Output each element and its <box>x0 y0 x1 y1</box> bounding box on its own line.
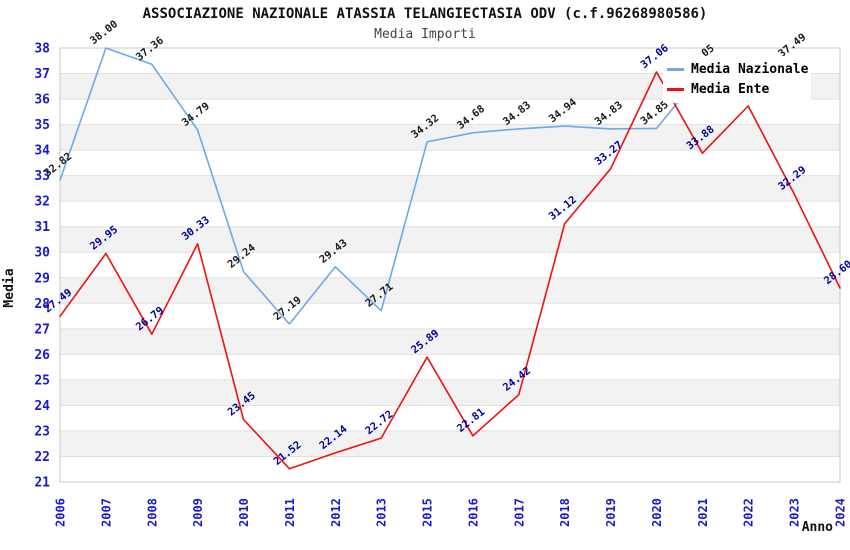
x-tick-label: 2010 <box>237 498 251 527</box>
y-tick-label: 33 <box>34 169 50 184</box>
legend-label: Media Nazionale <box>691 61 809 77</box>
grid-band <box>60 175 840 202</box>
legend-line-swatch-red <box>667 88 684 92</box>
x-tick-label: 2015 <box>421 498 435 527</box>
y-tick-label: 32 <box>34 195 50 210</box>
legend-item-media-nazionale: Media Nazionale <box>663 62 811 77</box>
y-tick-label: 30 <box>34 246 50 261</box>
grid-band <box>60 430 840 457</box>
y-tick-label: 27 <box>34 322 50 337</box>
point-label: 34.83 <box>593 99 625 128</box>
x-tick-label: 2017 <box>512 498 526 527</box>
y-tick-label: 31 <box>34 220 50 235</box>
y-tick-label: 26 <box>34 348 50 363</box>
grid-band <box>60 328 840 355</box>
x-tick-label: 2024 <box>834 498 848 527</box>
x-tick-label: 2022 <box>742 498 756 527</box>
legend: Media Nazionale Media Ente <box>663 56 811 103</box>
y-tick-label: 25 <box>34 373 50 388</box>
y-tick-label: 35 <box>34 118 50 133</box>
point-label: 34.83 <box>501 99 533 128</box>
chart-title: ASSOCIAZIONE NAZIONALE ATASSIA TELANGIEC… <box>142 6 708 22</box>
y-tick-label: 21 <box>34 476 50 491</box>
x-tick-label: 2020 <box>650 498 664 527</box>
point-label: 34.94 <box>547 96 579 125</box>
x-tick-label: 2021 <box>696 498 710 527</box>
y-tick-label: 37 <box>34 67 50 82</box>
grid-band <box>60 379 840 406</box>
plot-border <box>59 47 841 483</box>
legend-label: Media Ente <box>691 82 770 98</box>
y-tick-label: 23 <box>34 424 50 439</box>
y-tick-label: 38 <box>34 42 50 57</box>
y-tick-label: 29 <box>34 271 50 286</box>
chart-subtitle: Media Importi <box>374 27 476 42</box>
x-tick-label: 2008 <box>145 498 159 527</box>
y-tick-label: 36 <box>34 93 50 108</box>
x-tick-label: 2007 <box>99 498 113 527</box>
y-tick-label: 22 <box>34 450 50 465</box>
x-tick-label: 2009 <box>191 498 205 527</box>
x-tick-label: 2019 <box>604 498 618 527</box>
x-tick-label: 2018 <box>558 498 572 527</box>
series-line-media-nazionale <box>59 47 795 325</box>
x-tick-label: 2011 <box>283 498 297 527</box>
x-tick-label: 2012 <box>329 498 343 527</box>
legend-item-media-ente: Media Ente <box>663 82 811 97</box>
x-tick-label: 2006 <box>54 498 68 527</box>
y-tick-label: 24 <box>34 399 50 414</box>
x-axis-title: Anno <box>802 520 833 535</box>
grid-band <box>60 226 840 253</box>
y-axis-title: Media <box>2 268 17 307</box>
y-tick-label: 28 <box>34 297 50 312</box>
x-tick-label: 2023 <box>788 498 802 527</box>
x-tick-label: 2013 <box>375 498 389 527</box>
legend-line-swatch-blue <box>667 67 684 71</box>
series-line-media-ente <box>59 71 841 470</box>
x-tick-label: 2016 <box>466 498 480 527</box>
grid-band <box>60 277 840 304</box>
y-tick-label: 34 <box>34 144 50 159</box>
